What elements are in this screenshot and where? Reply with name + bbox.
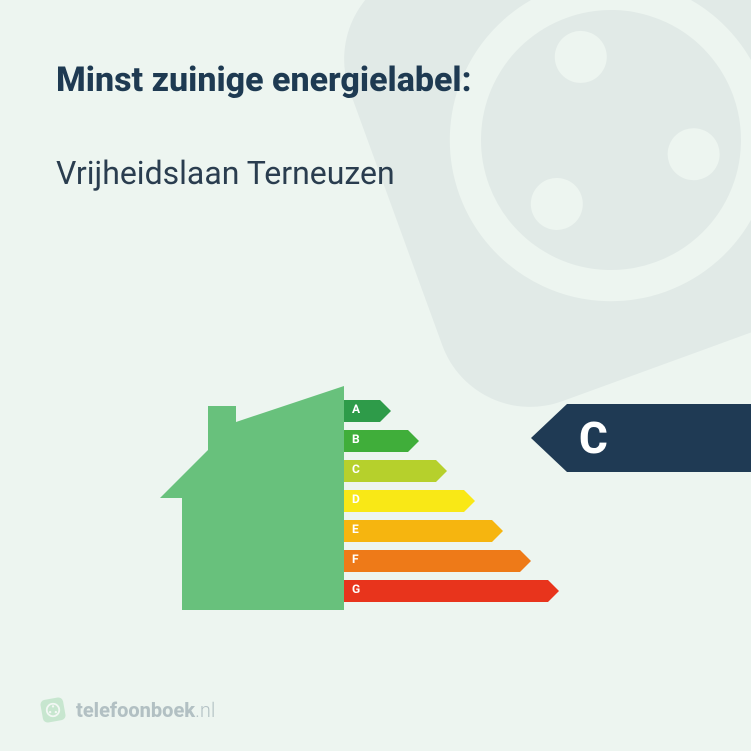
- footer-brand-bold: telefoonboek: [76, 698, 195, 722]
- page-title: Minst zuinige energielabel:: [56, 60, 695, 100]
- energy-bar-row: E: [344, 516, 548, 546]
- pointer-arrow: [531, 404, 567, 472]
- footer-brand-light: .nl: [195, 698, 215, 722]
- footer-text: telefoonboek.nl: [76, 698, 215, 722]
- energy-bar-label: A: [352, 402, 360, 416]
- energy-bar-label: F: [352, 552, 359, 566]
- energy-label-chart: A B C D E F G: [0, 340, 751, 640]
- energy-bar-label: G: [352, 582, 360, 596]
- energy-bar-a: A: [344, 400, 380, 422]
- energy-bar-g: G: [344, 580, 548, 602]
- pointer-body: C: [567, 404, 751, 472]
- energy-bar-c: C: [344, 460, 436, 482]
- energy-bar-label: B: [352, 432, 360, 446]
- pointer-letter: C: [579, 412, 608, 464]
- energy-bars: A B C D E F G: [344, 396, 548, 606]
- footer-brand: telefoonboek.nl: [40, 697, 215, 723]
- energy-bar-row: G: [344, 576, 548, 606]
- energy-bar-row: C: [344, 456, 548, 486]
- energy-bar-label: E: [352, 522, 359, 536]
- footer-logo-icon: [40, 697, 66, 723]
- content-area: Minst zuinige energielabel: Vrijheidslaa…: [0, 0, 751, 192]
- energy-bar-label: C: [352, 462, 360, 476]
- address-subtitle: Vrijheidslaan Terneuzen: [56, 154, 695, 192]
- energy-bar-b: B: [344, 430, 408, 452]
- energy-bar-row: B: [344, 426, 548, 456]
- energy-bar-e: E: [344, 520, 492, 542]
- energy-bar-row: F: [344, 546, 548, 576]
- energy-bar-row: A: [344, 396, 548, 426]
- house-icon: [160, 386, 344, 610]
- energy-bar-label: D: [352, 492, 360, 506]
- energy-bar-d: D: [344, 490, 464, 512]
- energy-bar-f: F: [344, 550, 520, 572]
- rating-pointer: C: [531, 404, 751, 472]
- energy-bar-row: D: [344, 486, 548, 516]
